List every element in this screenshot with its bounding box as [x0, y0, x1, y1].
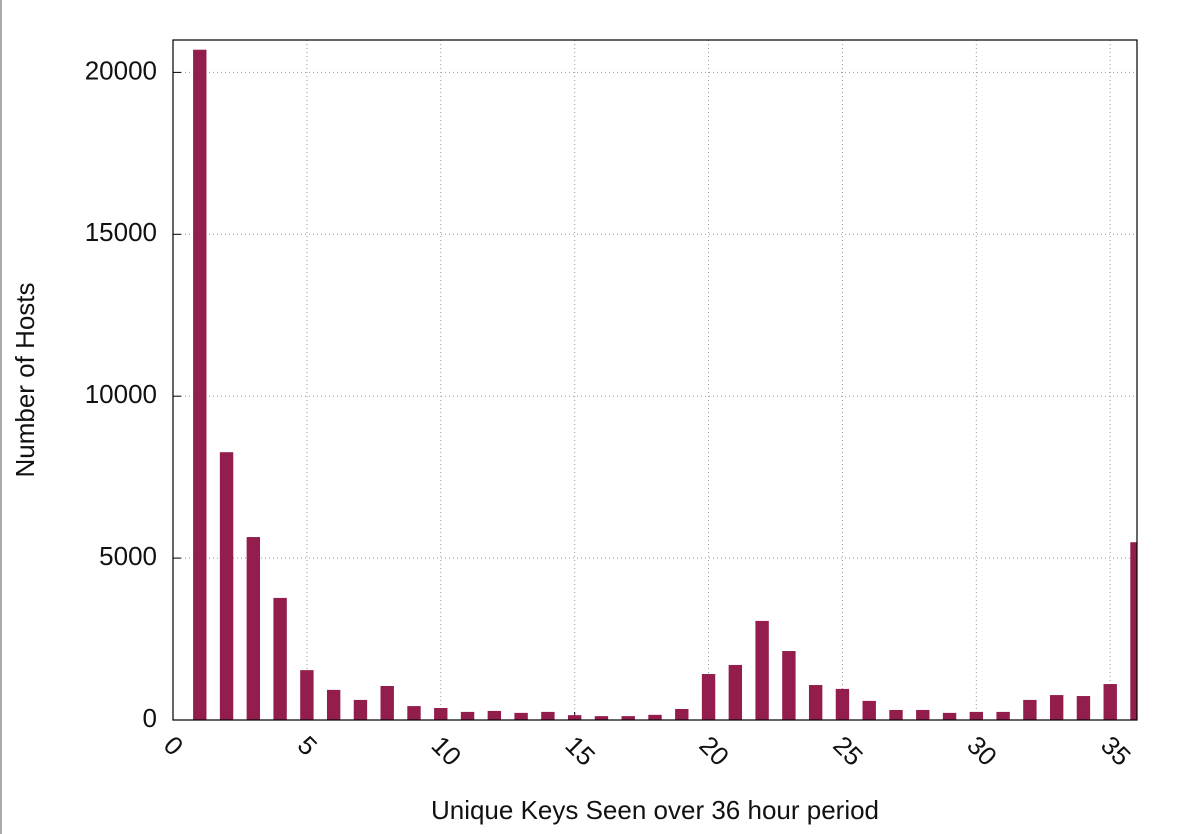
bar — [755, 620, 769, 720]
bar — [1076, 696, 1091, 720]
bar — [1049, 695, 1064, 720]
bar — [996, 711, 1010, 720]
bar — [300, 670, 314, 720]
x-tick-label: 5 — [292, 730, 323, 761]
bar — [782, 651, 796, 720]
y-tick-label: 20000 — [85, 55, 157, 85]
bar — [862, 700, 876, 720]
bar — [889, 709, 903, 720]
bar — [541, 711, 555, 720]
bar — [380, 686, 394, 720]
y-tick-label: 0 — [143, 703, 157, 733]
bar — [353, 699, 368, 720]
y-tick-label: 15000 — [85, 217, 157, 247]
y-tick-label: 10000 — [85, 379, 157, 409]
bar — [460, 711, 475, 720]
y-tick-label: 5000 — [99, 541, 157, 571]
bar — [246, 537, 261, 720]
bar — [701, 674, 716, 720]
x-tick-label: 35 — [1095, 730, 1137, 772]
bar — [1023, 699, 1037, 720]
bar — [728, 664, 743, 720]
bar — [1103, 684, 1117, 720]
bar — [514, 712, 528, 720]
bar — [219, 452, 234, 720]
bar — [621, 716, 635, 720]
bar — [648, 714, 662, 720]
bar — [434, 708, 448, 720]
bar — [326, 689, 341, 720]
bar — [567, 715, 582, 720]
x-tick-label: 15 — [560, 730, 602, 772]
bar — [1130, 542, 1137, 720]
bar — [193, 49, 207, 720]
y-axis-label: Number of Hosts — [10, 282, 40, 477]
x-tick-label: 30 — [961, 730, 1003, 772]
bar — [273, 597, 287, 720]
x-tick-label: 10 — [426, 730, 468, 772]
bar — [808, 685, 823, 720]
x-tick-label: 0 — [158, 730, 189, 761]
plot-frame — [172, 39, 1138, 721]
bar — [942, 712, 957, 720]
bar — [487, 710, 502, 720]
bar — [407, 706, 421, 720]
bar — [835, 688, 850, 720]
bar — [916, 709, 930, 720]
bar — [969, 711, 984, 720]
x-tick-label: 25 — [827, 730, 869, 772]
bar — [675, 708, 689, 720]
bar — [594, 716, 609, 720]
x-tick-label: 20 — [693, 730, 735, 772]
x-axis-label: Unique Keys Seen over 36 hour period — [431, 795, 879, 825]
